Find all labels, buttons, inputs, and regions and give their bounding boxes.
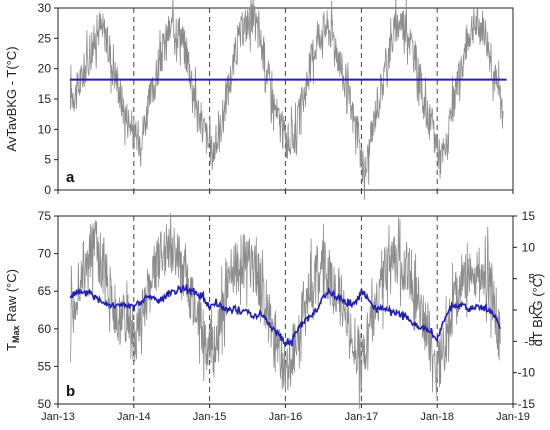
y2-tick-label: 5 — [528, 272, 535, 286]
y2-tick-label: 15 — [522, 209, 536, 223]
y2-tick-label: -10 — [518, 366, 536, 380]
x-tick-label: Jan-13 — [41, 411, 75, 423]
y-axis-title-left: TMax Raw (°C) — [4, 269, 21, 351]
panel-b-tmax-chart: Jan-13 Jan-14 Jan-15 Jan-16 Jan-17 Jan-18 Jan-… — [4, 209, 545, 423]
temperature-series-line — [69, 0, 504, 200]
y2-tick-label: 10 — [522, 240, 536, 254]
y-tick-label: 25 — [38, 31, 52, 45]
y-tick-label: 10 — [38, 122, 52, 136]
panel-label: b — [66, 383, 75, 400]
y-tick-label: 0 — [44, 183, 51, 197]
y-tick-label: 50 — [38, 397, 52, 411]
y-tick-label: 20 — [38, 62, 52, 76]
x-tick-label: Jan-17 — [345, 411, 379, 423]
tmax-raw-series-line — [69, 213, 501, 409]
y-tick-label: 15 — [38, 92, 52, 106]
x-tick-label: Jan-14 — [117, 411, 151, 423]
panel-a-temperature-chart: 0 5 10 15 20 25 30 AvTavBKG - T(°C) a — [4, 0, 514, 200]
y-axis-title: AvTavBKG - T(°C) — [4, 46, 19, 151]
y-axis-title-right: dT BKG (°C) — [530, 274, 545, 347]
y-tick-label: 55 — [38, 359, 52, 373]
y-tick-label: 30 — [38, 1, 52, 15]
y-tick-label: 75 — [38, 209, 52, 223]
y-tick-label: 65 — [38, 284, 52, 298]
x-tick-label: Jan-19 — [496, 411, 530, 423]
y2-tick-label: 0 — [528, 303, 535, 317]
panel-label: a — [66, 169, 75, 186]
y-tick-label: 70 — [38, 247, 52, 261]
y-tick-label: 5 — [44, 153, 51, 167]
y2-tick-label: -15 — [518, 397, 536, 411]
x-tick-label: Jan-15 — [193, 411, 227, 423]
y-tick-label: 60 — [38, 322, 52, 336]
dt-bkg-series-line — [69, 284, 502, 347]
y2-tick-label: -5 — [524, 334, 535, 348]
x-tick-label: Jan-18 — [420, 411, 454, 423]
x-tick-label: Jan-16 — [269, 411, 303, 423]
